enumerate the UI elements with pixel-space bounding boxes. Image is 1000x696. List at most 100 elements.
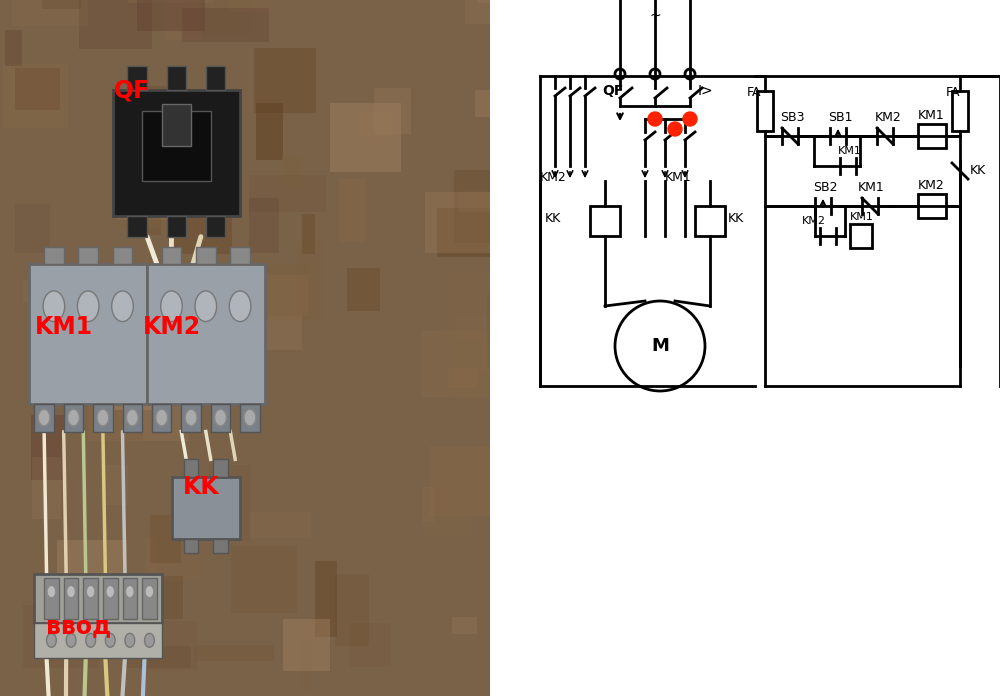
Bar (225, 276, 308, 316)
Text: SB1: SB1 (828, 111, 852, 124)
Text: KM1: KM1 (35, 315, 93, 339)
Bar (477, 0, 492, 3)
Bar (49, 352, 85, 377)
Bar (209, 465, 250, 541)
Circle shape (47, 633, 56, 647)
Bar (213, 539, 228, 553)
Bar (169, 204, 232, 255)
Bar (162, 104, 191, 146)
Bar (113, 247, 132, 264)
Bar (64, 404, 83, 432)
Bar (184, 459, 198, 477)
Bar (78, 247, 98, 264)
Bar (437, 208, 509, 257)
Bar (251, 512, 311, 539)
Circle shape (126, 409, 138, 426)
Bar (918, 194, 946, 218)
Circle shape (68, 409, 79, 426)
Text: KM2: KM2 (918, 179, 945, 192)
Bar (452, 617, 477, 635)
Bar (254, 48, 316, 113)
Bar (107, 370, 186, 406)
Text: KK: KK (183, 475, 219, 499)
Bar (296, 241, 322, 320)
Bar (32, 457, 61, 519)
Circle shape (615, 69, 625, 79)
Bar (142, 111, 211, 181)
Bar (149, 534, 201, 581)
Bar (83, 578, 98, 619)
Bar (181, 404, 201, 432)
Bar (57, 539, 127, 596)
Bar (213, 459, 228, 477)
Bar (360, 111, 392, 137)
Bar (137, 135, 213, 209)
Bar (15, 68, 60, 110)
Bar (230, 247, 250, 264)
Circle shape (38, 409, 50, 426)
Text: KM2: KM2 (802, 216, 826, 226)
Bar (335, 574, 369, 647)
Bar (459, 191, 513, 212)
Bar (423, 482, 472, 536)
Circle shape (106, 585, 115, 598)
Text: KM2: KM2 (142, 315, 201, 339)
Bar (31, 415, 66, 480)
Bar (422, 487, 434, 522)
Circle shape (145, 633, 154, 647)
Bar (196, 247, 216, 264)
Bar (156, 576, 183, 619)
Circle shape (125, 633, 135, 647)
Bar (421, 331, 489, 397)
Circle shape (648, 112, 662, 126)
Bar (315, 561, 337, 638)
Bar (127, 216, 147, 237)
Bar (15, 204, 50, 253)
Bar (230, 0, 272, 12)
Bar (95, 386, 160, 410)
Bar (246, 264, 309, 321)
Bar (249, 198, 279, 253)
Text: KK: KK (970, 164, 986, 177)
Bar (167, 216, 186, 237)
Circle shape (77, 291, 99, 322)
Text: ввод: ввод (46, 615, 111, 638)
Text: QF: QF (114, 79, 150, 102)
Bar (430, 445, 491, 516)
Circle shape (244, 409, 256, 426)
Text: KM1: KM1 (918, 109, 945, 122)
Circle shape (67, 585, 75, 598)
Circle shape (683, 112, 697, 126)
Text: KM2: KM2 (875, 111, 902, 124)
Bar (282, 155, 302, 187)
Bar (3, 64, 68, 129)
Bar (88, 377, 156, 441)
Bar (44, 578, 59, 619)
Bar (44, 247, 64, 264)
Bar (34, 404, 54, 432)
Bar (133, 86, 171, 119)
Bar (330, 104, 401, 173)
Bar (119, 198, 188, 228)
Bar (448, 367, 477, 388)
Bar (137, 0, 205, 31)
Text: KK: KK (545, 212, 561, 225)
Bar (122, 404, 142, 432)
Bar (374, 88, 411, 134)
Circle shape (229, 291, 251, 322)
Bar (262, 316, 302, 350)
Bar (182, 8, 269, 42)
Text: M: M (651, 337, 669, 355)
Bar (482, 310, 559, 371)
Circle shape (650, 69, 660, 79)
Bar (128, 0, 213, 3)
Bar (118, 148, 176, 221)
Circle shape (145, 585, 154, 598)
Bar (12, 0, 88, 26)
Bar (454, 170, 535, 243)
Bar (206, 216, 225, 237)
Bar (113, 90, 240, 216)
Bar (211, 404, 230, 432)
Circle shape (185, 409, 197, 426)
Bar (952, 91, 968, 131)
